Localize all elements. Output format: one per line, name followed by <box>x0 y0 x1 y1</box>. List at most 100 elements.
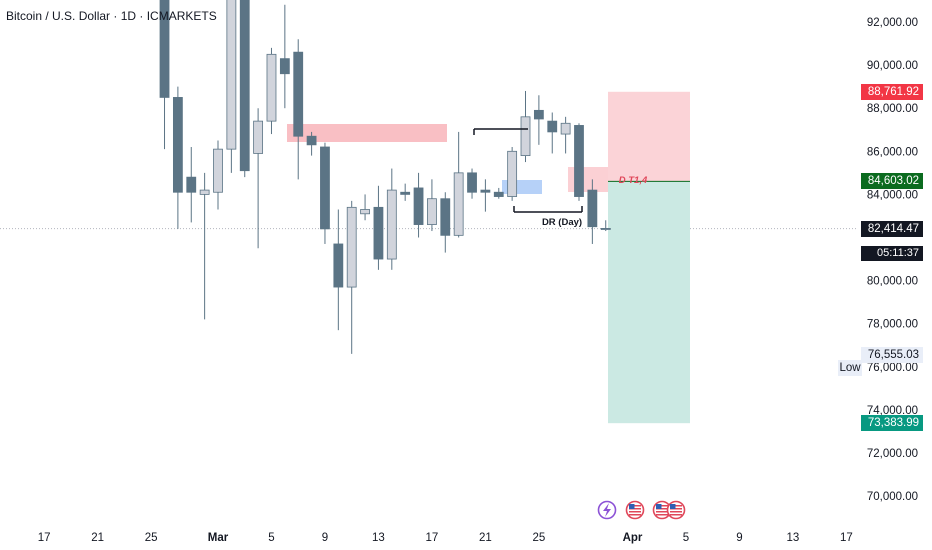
time-tick-label: Apr <box>623 532 643 544</box>
zones-layer <box>0 91 858 424</box>
candle[interactable] <box>574 123 584 201</box>
candle[interactable] <box>226 0 237 173</box>
candle[interactable] <box>199 172 210 320</box>
candle[interactable] <box>306 131 317 156</box>
flag-canton <box>670 504 676 509</box>
flag-stripe <box>629 505 641 507</box>
price-tick-label: 84,000.00 <box>867 189 918 201</box>
candle-body <box>306 135 317 146</box>
earnings-bolt-icon[interactable] <box>597 500 617 520</box>
candle[interactable] <box>520 90 531 163</box>
candle[interactable] <box>266 47 277 135</box>
time-tick-label: 25 <box>532 532 545 544</box>
candle[interactable] <box>467 168 477 199</box>
price-tick-label: 88,000.00 <box>867 103 918 115</box>
flag-stripe <box>670 511 682 513</box>
candle-body <box>587 189 598 228</box>
candle[interactable] <box>360 194 370 221</box>
candle[interactable] <box>587 179 598 244</box>
candle-body <box>213 148 223 193</box>
us-event-flag-icon[interactable] <box>652 500 672 520</box>
position-reward-area[interactable] <box>608 181 690 424</box>
candle[interactable] <box>293 39 304 180</box>
candle[interactable] <box>386 168 397 270</box>
stop-price-badge: 88,761.92 <box>861 83 923 100</box>
candle[interactable] <box>373 185 384 270</box>
candle[interactable] <box>279 4 290 109</box>
flag-canton <box>629 504 635 509</box>
candle[interactable] <box>159 0 170 150</box>
candle[interactable] <box>172 86 183 229</box>
candle-body <box>226 0 237 150</box>
candle-body <box>480 189 491 193</box>
candle-body <box>253 120 264 154</box>
candle[interactable] <box>253 108 264 249</box>
candle[interactable] <box>533 95 544 145</box>
time-tick-label: 13 <box>372 532 385 544</box>
candle-body <box>520 116 531 157</box>
time-tick-label: 9 <box>322 532 328 544</box>
candle[interactable] <box>440 192 451 253</box>
candle-body <box>333 243 344 288</box>
low-tag: Low <box>838 360 862 376</box>
candle-body <box>360 209 370 215</box>
flag-stripe <box>656 511 668 513</box>
dr-day-label: DR (Day) <box>542 217 582 228</box>
us-event-flag-icon[interactable] <box>625 500 645 520</box>
candle-body <box>186 176 197 193</box>
supply-zone[interactable] <box>287 124 447 142</box>
entry-price-badge: 84,603.02 <box>861 173 923 190</box>
candle[interactable] <box>213 140 223 210</box>
price-tick-label: 86,000.00 <box>867 146 918 158</box>
time-tick-label: 21 <box>91 532 104 544</box>
price-tick-label: 76,000.00 <box>867 362 918 374</box>
symbol-title[interactable]: Bitcoin / U.S. Dollar · 1D · ICMARKETS <box>6 9 217 23</box>
candle-body <box>560 122 571 135</box>
flag-stripe <box>629 508 641 510</box>
candle[interactable] <box>186 146 197 223</box>
price-tick-label: 90,000.00 <box>867 60 918 72</box>
position-risk-area[interactable] <box>608 91 690 182</box>
time-tick-label: 5 <box>268 532 274 544</box>
candle[interactable] <box>480 179 491 212</box>
candle-body <box>199 189 210 195</box>
candle-body <box>373 206 384 260</box>
flag-stripe <box>656 505 668 507</box>
candle-body <box>413 187 424 225</box>
price-tick-label: 80,000.00 <box>867 276 918 288</box>
economic-events[interactable] <box>597 500 686 520</box>
candle[interactable] <box>333 209 344 331</box>
price-tick-label: 72,000.00 <box>867 448 918 460</box>
flag-stripe <box>656 508 668 510</box>
candle-body <box>172 97 183 193</box>
us-event-flag-icon[interactable] <box>666 500 686 520</box>
candle[interactable] <box>413 172 424 238</box>
bar-countdown: 05:11:37 <box>861 246 923 261</box>
flag-stripe <box>629 514 641 516</box>
candle-body <box>159 0 170 98</box>
candles-layer[interactable] <box>159 0 611 354</box>
candle[interactable] <box>427 179 437 232</box>
candle[interactable] <box>346 200 357 354</box>
candle-body <box>400 191 411 195</box>
candle[interactable] <box>400 183 411 201</box>
candle-body <box>453 172 464 236</box>
candle[interactable] <box>493 187 504 199</box>
time-axis[interactable]: 13172125Mar5913172125Apr591317 <box>0 532 853 544</box>
candle-body <box>427 198 437 225</box>
candle[interactable] <box>239 0 250 178</box>
flag-canton <box>656 504 662 509</box>
price-tick-label: 92,000.00 <box>867 17 918 29</box>
candle[interactable] <box>547 112 558 154</box>
candle[interactable] <box>507 146 518 201</box>
candle-body <box>507 150 518 197</box>
price-tick-label: 78,000.00 <box>867 319 918 331</box>
candle[interactable] <box>453 131 464 238</box>
candle[interactable] <box>560 116 571 154</box>
price-tick-label: 70,000.00 <box>867 491 918 503</box>
candle[interactable] <box>320 142 330 244</box>
drawings-layer[interactable]: DR (Day) D T1,4 <box>473 128 648 228</box>
low-price-badge: 76,555.03 <box>861 346 923 363</box>
price-axis[interactable]: 92,000.00 90,000.00 88,000.00 86,000.00 84,0… <box>867 17 918 503</box>
